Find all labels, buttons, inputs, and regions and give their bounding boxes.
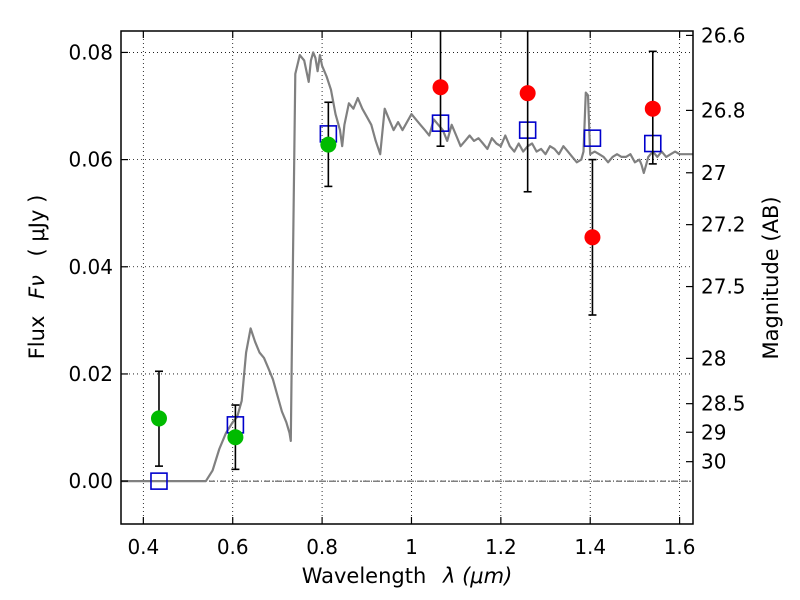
x-tick-label: 0.6 bbox=[217, 535, 249, 559]
y-tick-label: 0.04 bbox=[68, 255, 113, 279]
y-axis-label-symbol: Fν bbox=[25, 275, 49, 299]
magnitude-tick-label: 26.8 bbox=[701, 98, 746, 122]
magnitude-tick-label: 29 bbox=[701, 420, 726, 444]
plot-frame bbox=[120, 30, 694, 525]
magnitude-tick-label: 30 bbox=[701, 450, 726, 474]
model-photometry-square bbox=[583, 129, 602, 147]
observed-nir-point bbox=[432, 79, 449, 96]
observed-points-layer bbox=[150, 79, 661, 446]
y-axis-label: Flux Fν ( μJy ) bbox=[25, 195, 49, 360]
model-spectrum-layer bbox=[121, 51, 693, 483]
magnitude-tick-label: 27.5 bbox=[701, 275, 746, 299]
x-tick-label: 1.6 bbox=[664, 535, 696, 559]
observed-optical-point bbox=[150, 410, 167, 427]
y-tick-label: 0.06 bbox=[68, 148, 113, 172]
x-axis-ticks: 0.4 0.6 0.8 1 1.2 1.4 1.6 bbox=[127, 31, 696, 559]
x-tick-label: 1 bbox=[405, 535, 418, 559]
magnitude-tick-label: 27.2 bbox=[701, 213, 746, 237]
magnitude-tick-label: 28 bbox=[701, 346, 726, 370]
y-tick-label: 0.08 bbox=[68, 40, 113, 64]
observed-nir-point bbox=[519, 85, 536, 102]
y-axis-label-text: Flux bbox=[25, 316, 49, 360]
model-photometry-square bbox=[150, 472, 168, 490]
magnitude-axis-ticks: 26.6 26.8 27 27.2 27.5 28 28.5 29 30 bbox=[686, 23, 746, 474]
magnitude-tick-label: 28.5 bbox=[701, 392, 746, 416]
x-tick-label: 1.2 bbox=[485, 535, 517, 559]
y-tick-label: 0.02 bbox=[68, 362, 113, 386]
observed-optical-point bbox=[320, 136, 337, 153]
x-tick-label: 0.4 bbox=[127, 535, 159, 559]
plot-background bbox=[121, 31, 693, 524]
observed-optical-point bbox=[227, 429, 244, 446]
y-tick-label: 0.00 bbox=[68, 469, 113, 493]
x-axis-label-symbol: λ (μm) bbox=[442, 564, 512, 588]
x-axis-label: Wavelength λ (μm) bbox=[302, 564, 513, 588]
y-axis-label-unit: ( μJy ) bbox=[25, 195, 49, 257]
magnitude-axis-label: Magnitude (AB) bbox=[759, 196, 783, 359]
x-tick-label: 0.8 bbox=[306, 535, 338, 559]
magnitude-tick-label: 27 bbox=[701, 161, 726, 185]
observed-nir-point bbox=[584, 229, 601, 246]
x-tick-label: 1.4 bbox=[574, 535, 606, 559]
magnitude-tick-label: 26.6 bbox=[701, 23, 746, 47]
y-axis-ticks: 0.00 0.02 0.04 0.06 0.08 bbox=[68, 40, 128, 493]
observed-nir-point bbox=[644, 100, 661, 117]
model-spectrum-line bbox=[121, 51, 693, 483]
x-axis-label-text: Wavelength bbox=[302, 564, 427, 588]
